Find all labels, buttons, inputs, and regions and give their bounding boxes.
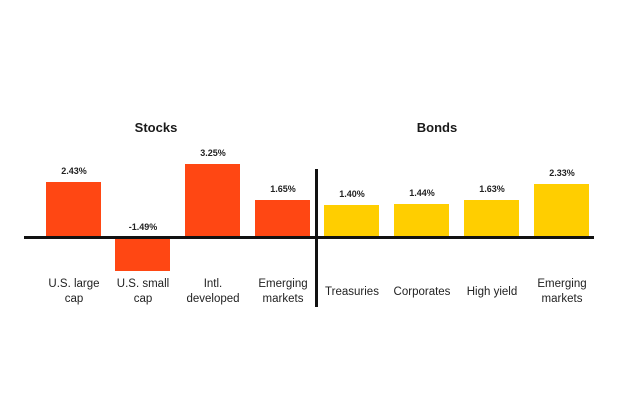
value-label: 2.33% xyxy=(549,168,575,179)
group-title-bonds: Bonds xyxy=(416,120,458,135)
bar-stocks-1 xyxy=(115,237,170,271)
category-label: U.S. large cap xyxy=(48,278,100,305)
group-title-stocks: Stocks xyxy=(134,120,178,135)
category-label: Emerging markets xyxy=(537,278,587,305)
bar-stocks-0 xyxy=(46,182,101,237)
category-label: Emerging markets xyxy=(258,278,308,305)
category-label: High yield xyxy=(466,286,518,298)
value-label: 1.65% xyxy=(270,183,296,194)
value-label: -1.49% xyxy=(128,222,158,232)
value-label: 3.25% xyxy=(200,147,226,158)
group-divider-line xyxy=(315,169,318,307)
value-label: 2.43% xyxy=(61,166,87,177)
bar-stocks-2 xyxy=(185,163,240,237)
category-label: U.S. small cap xyxy=(116,278,170,305)
bar-bonds-0 xyxy=(324,205,379,237)
category-label: Corporates xyxy=(393,286,451,298)
value-label: 1.44% xyxy=(409,188,435,199)
value-label: 1.40% xyxy=(339,189,365,200)
category-label: Intl. developed xyxy=(186,278,240,305)
bar-bonds-1 xyxy=(394,204,449,237)
zero-axis-line xyxy=(24,236,594,239)
value-label: 1.63% xyxy=(479,184,505,195)
category-label: Treasuries xyxy=(325,286,379,298)
bar-bonds-3 xyxy=(534,184,589,237)
bar-stocks-3 xyxy=(255,199,310,237)
bar-bonds-2 xyxy=(464,200,519,237)
